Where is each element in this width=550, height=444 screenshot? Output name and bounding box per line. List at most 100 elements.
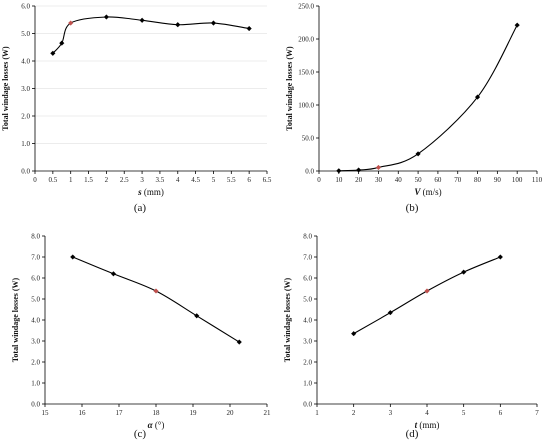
x-tick-label: 0 xyxy=(33,176,37,184)
data-point xyxy=(415,151,421,157)
data-point xyxy=(474,94,481,100)
x-tick-label: 4 xyxy=(425,409,429,417)
panel-caption: (a) xyxy=(134,202,147,214)
y-axis-label: Total windage losses (W) xyxy=(11,277,20,362)
x-axis-label: α (°) xyxy=(148,420,165,430)
y-tick-label: 0.0 xyxy=(21,168,30,176)
x-tick-label: 3 xyxy=(389,409,393,417)
y-tick-label: 100.0 xyxy=(298,102,314,110)
data-point xyxy=(387,310,393,316)
y-tick-label: 6.0 xyxy=(31,275,40,283)
chart-panel-a: 0.0 1.0 2.0 3.0 4.0 5.0 6.0 0 0.5 1 1.5 2 2.5 3 3.5 4 4.… xyxy=(1,3,272,215)
y-tick-label: 250.0 xyxy=(298,3,314,11)
y-tick-label: 5.0 xyxy=(31,296,40,304)
y-tick-label: 5.0 xyxy=(303,296,312,304)
x-axis-variable: V xyxy=(414,187,421,197)
x-axis-label: V (m/s) xyxy=(414,187,441,197)
data-point xyxy=(336,168,342,174)
data-point xyxy=(246,25,252,32)
x-tick-label: 2 xyxy=(105,176,109,184)
y-axis-label: Total windage losses (W) xyxy=(1,46,10,131)
y-tick-label: 1.0 xyxy=(21,140,30,148)
data-point xyxy=(70,254,76,260)
x-axis-unit: (m/s) xyxy=(420,187,441,197)
y-tick-label: 7.0 xyxy=(303,254,312,262)
data-point-highlight xyxy=(375,164,382,171)
data-point xyxy=(497,254,503,260)
series-line xyxy=(338,24,518,172)
x-tick-label: 20 xyxy=(355,176,363,184)
chart-panel-b: 0.0 50.0 100.0 150.0 200.0 250.0 0 10 20 30 40 50 60… xyxy=(285,3,543,215)
x-tick-label: 1 xyxy=(69,176,73,184)
y-tick-label: 0.0 xyxy=(31,401,40,409)
x-tick-label: 19 xyxy=(190,409,198,417)
y-tick-label: 4.0 xyxy=(303,317,312,325)
x-tick-label: 6.5 xyxy=(263,176,272,184)
x-tick-label: 18 xyxy=(153,409,161,417)
x-tick-label: 6 xyxy=(499,409,503,417)
x-tick-label: 16 xyxy=(79,409,87,417)
y-tick-label: 8.0 xyxy=(303,233,312,241)
y-tick-label: 2.0 xyxy=(303,359,312,367)
y-tick-label: 50.0 xyxy=(302,135,315,143)
x-tick-label: 3 xyxy=(140,176,144,184)
y-tick-label: 150.0 xyxy=(298,69,314,77)
x-tick-label: 90 xyxy=(494,176,502,184)
data-point xyxy=(110,271,117,277)
x-tick-label: 0 xyxy=(317,176,321,184)
x-tick-label: 50 xyxy=(415,176,423,184)
data-point xyxy=(461,269,467,275)
data-point xyxy=(103,14,109,20)
x-tick-label: 3.5 xyxy=(156,176,165,184)
y-tick-label: 8.0 xyxy=(31,233,40,241)
y-tick-label: 3.0 xyxy=(21,85,30,93)
data-point xyxy=(59,40,65,46)
x-tick-label: 4 xyxy=(176,176,180,184)
x-axis-label: t (mm) xyxy=(415,420,440,430)
x-tick-label: 7 xyxy=(535,409,539,417)
data-point xyxy=(351,331,357,337)
x-tick-label: 0.5 xyxy=(48,176,57,184)
y-axis-label: Total windage losses (W) xyxy=(285,46,294,131)
x-tick-label: 5.5 xyxy=(227,176,236,184)
y-tick-label: 200.0 xyxy=(298,36,314,44)
x-tick-label: 6 xyxy=(247,176,251,184)
x-tick-label: 10 xyxy=(335,176,343,184)
x-tick-label: 21 xyxy=(264,409,272,417)
data-point xyxy=(210,20,217,26)
y-tick-label: 1.0 xyxy=(303,380,312,388)
series-line xyxy=(52,16,250,54)
x-tick-label: 100 xyxy=(512,176,523,184)
data-point xyxy=(236,339,242,345)
panel-caption: (b) xyxy=(406,202,419,214)
x-tick-label: 70 xyxy=(454,176,462,184)
x-tick-label: 5 xyxy=(212,176,216,184)
panel-caption: (d) xyxy=(406,428,419,440)
y-tick-label: 0.0 xyxy=(305,168,314,176)
x-tick-label: 4.5 xyxy=(191,176,200,184)
x-axis-unit: (°) xyxy=(153,420,165,430)
series-line xyxy=(72,256,240,343)
x-tick-label: 110 xyxy=(532,176,543,184)
x-axis-unit: (mm) xyxy=(417,420,439,430)
x-tick-label: 60 xyxy=(434,176,442,184)
y-tick-label: 4.0 xyxy=(31,317,40,325)
x-axis-unit: (mm) xyxy=(142,187,164,197)
data-point xyxy=(139,17,145,23)
data-point-highlight xyxy=(153,288,159,294)
y-tick-label: 5.0 xyxy=(21,30,30,38)
data-point xyxy=(514,22,520,28)
y-tick-label: 6.0 xyxy=(21,3,30,11)
x-tick-label: 15 xyxy=(42,409,50,417)
x-tick-label: 30 xyxy=(375,176,383,184)
data-point xyxy=(356,167,362,173)
y-tick-label: 3.0 xyxy=(31,338,40,346)
data-point-highlight xyxy=(424,288,430,294)
panel-caption: (c) xyxy=(134,428,147,440)
x-tick-label: 20 xyxy=(227,409,235,417)
x-axis-variable: α xyxy=(148,420,154,430)
chart-panel-d: 0.0 1.0 2.0 3.0 4.0 5.0 6.0 7.0 8.0 1 2 3 4 5 6 7 Total … xyxy=(283,233,539,441)
y-tick-label: 3.0 xyxy=(303,338,312,346)
x-axis-label: s (mm) xyxy=(137,187,164,197)
data-point xyxy=(50,50,56,56)
